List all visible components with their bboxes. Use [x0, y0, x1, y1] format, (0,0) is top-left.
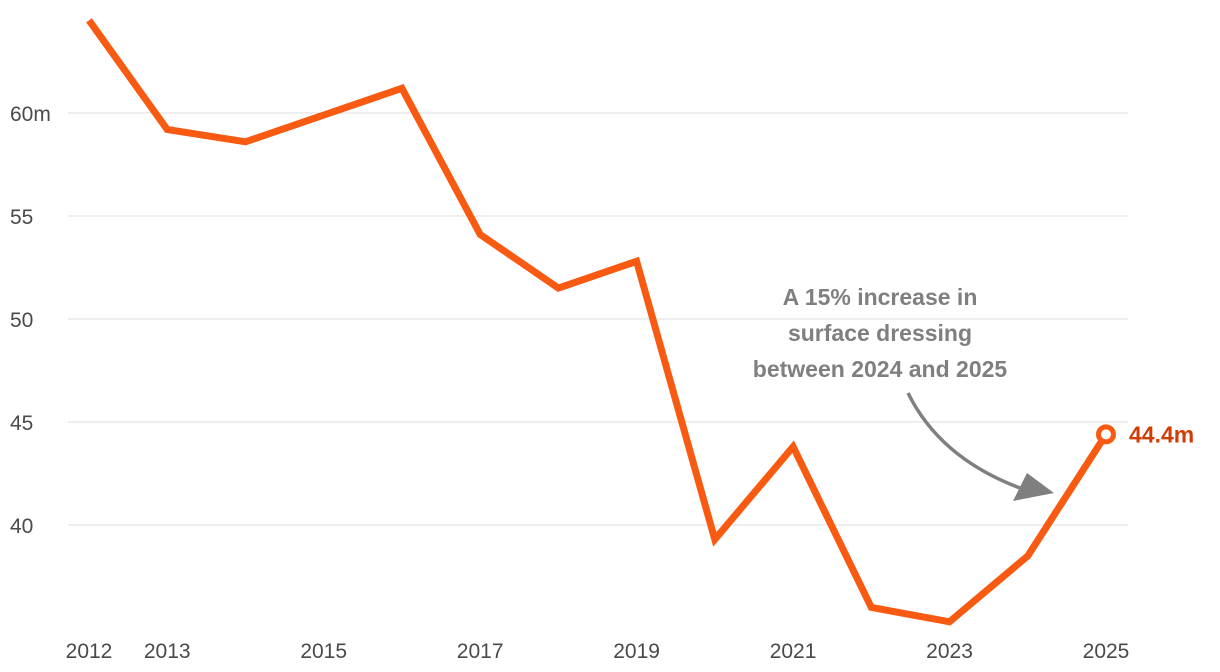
- y-tick-label: 45: [10, 412, 33, 435]
- annotation-arrow-shaft: [906, 392, 1021, 490]
- end-point-marker: [1096, 424, 1116, 445]
- x-tick-label: 2017: [457, 640, 504, 663]
- annotation-text-line: surface dressing: [788, 320, 972, 346]
- y-tick-label: 40: [10, 515, 33, 538]
- x-tick-label: 2019: [613, 640, 660, 663]
- y-tick-label: 55: [10, 206, 33, 229]
- x-tick-label: 2013: [144, 640, 191, 663]
- x-tick-label: 2021: [770, 640, 817, 663]
- x-tick-label: 2012: [66, 640, 113, 663]
- gridlines: [68, 112, 1128, 526]
- annotation: A 15% increase in surface dressing between…: [753, 284, 1054, 501]
- y-tick-label: 50: [10, 309, 33, 332]
- x-tick-label: 2023: [926, 640, 973, 663]
- series-layer: 44.4m: [86, 18, 1194, 626]
- y-tick-label: 60m: [10, 103, 51, 126]
- annotation-text-line: A 15% increase in: [783, 284, 978, 310]
- annotation-text-line: between 2024 and 2025: [753, 356, 1008, 382]
- series-line: [86, 18, 1109, 626]
- end-value-label: 44.4m: [1129, 421, 1194, 447]
- y-axis-ticks: 40 45 50 55 60m: [10, 103, 51, 538]
- x-tick-label: 2025: [1083, 640, 1130, 663]
- annotation-arrow-head: [1013, 473, 1054, 501]
- x-axis-ticks: 2012 2013 2015 2017 2019 2021 2023 2025: [66, 640, 1130, 663]
- x-tick-label: 2015: [300, 640, 347, 663]
